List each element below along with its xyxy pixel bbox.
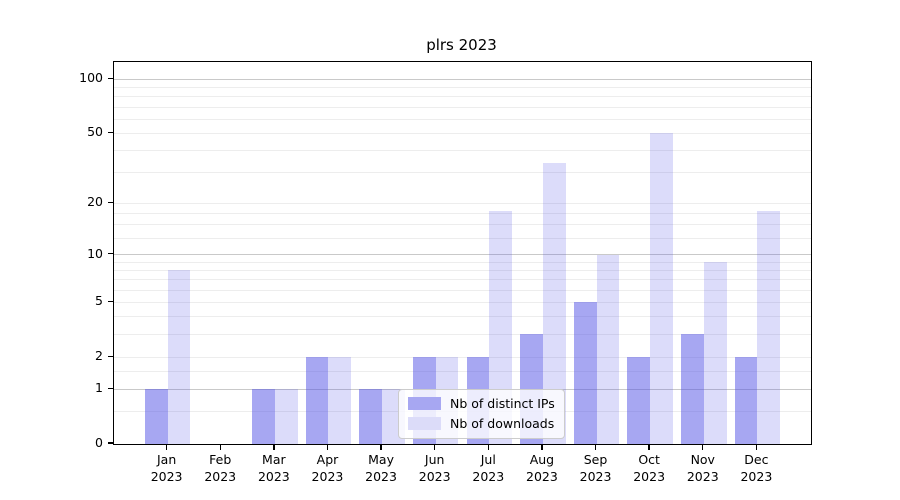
y-tick-label: 50 <box>87 124 103 140</box>
minor-gridline <box>114 356 811 358</box>
y-tick-label: 2 <box>95 348 103 364</box>
bar-distinct-ips-may <box>359 389 383 444</box>
bar-distinct-ips-apr <box>305 357 329 444</box>
minor-gridline <box>114 371 811 373</box>
y-tick-mark <box>108 355 113 357</box>
x-tick-label-nov: Nov 2023 <box>686 452 719 484</box>
minor-gridline <box>114 132 811 134</box>
minor-gridline <box>114 106 811 108</box>
legend-label-distinct-ips: Nb of distinct IPs <box>450 396 555 411</box>
x-tick-label-jul: Jul 2023 <box>472 452 505 484</box>
minor-gridline <box>114 202 811 204</box>
bar-distinct-ips-dec <box>734 357 758 444</box>
legend-swatch-distinct-ips <box>408 397 441 410</box>
bar-distinct-ips-sep <box>573 302 597 444</box>
legend: Nb of distinct IPs Nb of downloads <box>398 389 565 439</box>
x-tick-label-jun: Jun 2023 <box>418 452 451 484</box>
minor-gridline <box>114 150 811 152</box>
bar-downloads-dec <box>757 211 781 444</box>
x-tick-mark <box>380 445 382 450</box>
legend-label-downloads: Nb of downloads <box>450 416 555 431</box>
legend-row-distinct-ips: Nb of distinct IPs <box>408 396 555 411</box>
x-tick-label-sep: Sep 2023 <box>579 452 612 484</box>
minor-gridline <box>114 289 811 291</box>
y-tick-mark <box>108 387 113 389</box>
x-tick-mark <box>594 445 597 450</box>
minor-gridline <box>114 96 811 98</box>
x-tick-label-apr: Apr 2023 <box>311 452 344 484</box>
y-tick-mark <box>108 131 113 134</box>
plot-area: Nb of distinct IPs Nb of downloads <box>113 61 812 445</box>
x-tick-label-dec: Dec 2023 <box>740 452 773 484</box>
major-gridline <box>114 254 811 256</box>
y-tick-label: 5 <box>95 293 103 309</box>
bar-distinct-ips-jan <box>144 389 168 444</box>
x-tick-mark <box>326 445 329 450</box>
minor-gridline <box>114 269 811 271</box>
bar-distinct-ips-mar <box>252 389 275 444</box>
x-tick-label-mar: Mar 2023 <box>257 452 290 484</box>
minor-gridline <box>114 224 811 226</box>
y-tick-mark <box>108 442 113 444</box>
x-tick-label-feb: Feb 2023 <box>204 452 237 484</box>
minor-gridline <box>114 279 811 281</box>
x-tick-mark <box>541 445 543 450</box>
bar-downloads-mar <box>274 389 298 444</box>
bar-downloads-aug <box>542 163 566 444</box>
x-tick-label-aug: Aug 2023 <box>526 452 558 484</box>
x-tick-mark <box>487 445 489 450</box>
bar-downloads-jan <box>167 270 191 444</box>
major-gridline <box>114 78 811 80</box>
y-tick-mark <box>108 300 113 303</box>
y-tick-mark <box>108 77 113 80</box>
x-tick-mark <box>165 445 168 450</box>
bar-downloads-oct <box>650 133 673 444</box>
x-tick-label-may: May 2023 <box>365 452 397 484</box>
bar-distinct-ips-nov <box>680 334 704 444</box>
bar-distinct-ips-oct <box>627 357 651 444</box>
minor-gridline <box>114 118 811 120</box>
bar-downloads-apr <box>328 357 352 444</box>
y-tick-label: 100 <box>79 70 103 86</box>
minor-gridline <box>114 172 811 174</box>
bar-downloads-jul <box>489 211 513 444</box>
y-tick-label: 20 <box>87 194 103 210</box>
bar-downloads-nov <box>703 262 727 444</box>
minor-gridline <box>114 87 811 89</box>
legend-row-downloads: Nb of downloads <box>408 416 555 431</box>
y-tick-mark <box>108 252 113 255</box>
x-tick-label-jan: Jan 2023 <box>150 452 183 484</box>
y-tick-label: 1 <box>95 380 103 396</box>
x-tick-mark <box>219 445 221 450</box>
y-tick-label: 0 <box>95 435 103 450</box>
x-tick-mark <box>273 445 275 450</box>
minor-gridline <box>114 261 811 263</box>
x-tick-mark <box>433 445 436 450</box>
minor-gridline <box>114 301 811 303</box>
y-tick-label: 10 <box>87 245 103 261</box>
bar-downloads-sep <box>596 254 620 444</box>
minor-gridline <box>114 316 811 318</box>
x-tick-label-oct: Oct 2023 <box>633 452 666 484</box>
x-tick-mark <box>648 445 650 450</box>
minor-gridline <box>114 237 811 239</box>
x-tick-mark <box>755 445 758 450</box>
chart-title: plrs 2023 <box>426 36 497 54</box>
minor-gridline <box>114 212 811 214</box>
legend-swatch-downloads <box>408 417 441 430</box>
y-tick-mark <box>108 201 113 204</box>
x-tick-mark <box>702 445 704 450</box>
minor-gridline <box>114 333 811 335</box>
